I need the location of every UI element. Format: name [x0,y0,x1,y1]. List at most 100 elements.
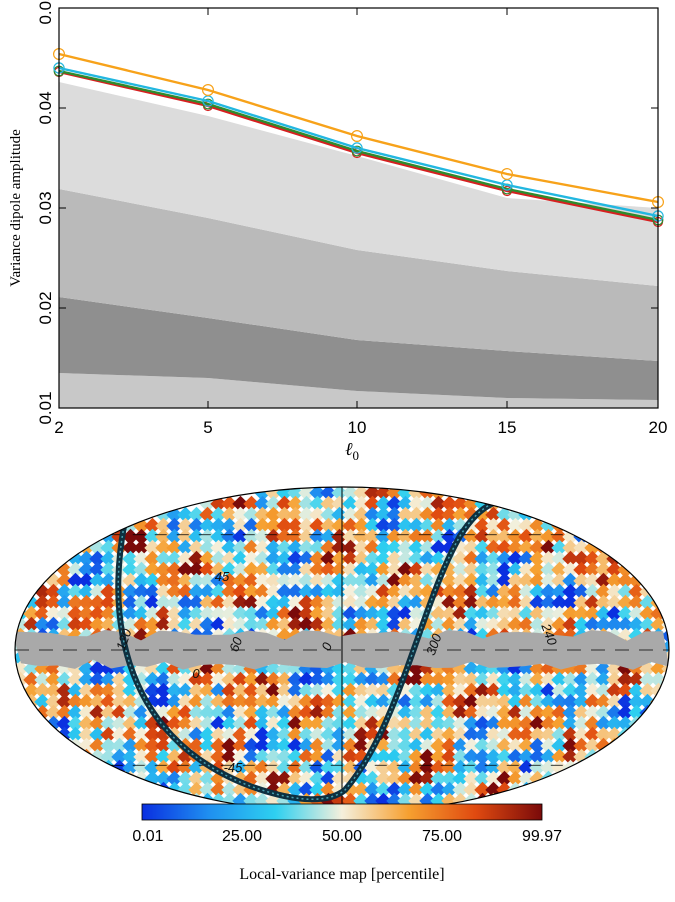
series-lines [52,47,664,228]
map-pixel [573,737,590,755]
colorbar-tick-label: 50.00 [322,828,362,845]
map-pixel [606,682,623,700]
map-pixel [661,594,669,612]
map-pixel [661,627,669,645]
map-pixel [573,704,590,722]
map-pixel [573,682,590,700]
map-pixel [584,616,601,634]
map-pixel [562,759,579,777]
colorbar-ticks: 0.01 25.00 50.00 75.00 99.97 [132,828,562,845]
y-tick-label: 0.02 [36,291,55,324]
map-pixel [606,671,623,689]
map-pixel [551,671,568,689]
map-pixel [551,682,568,700]
map-pixel [595,704,612,722]
map-pixel [540,693,557,711]
map-pixel [122,770,139,788]
map-pixel [540,616,557,634]
map-pixel [529,715,546,733]
series-4-point [501,168,514,181]
map-pixel [562,616,579,634]
map-pixel [23,704,40,722]
percentile-bands [59,82,658,408]
map-pixel [551,748,568,766]
map-pixel [595,726,612,744]
map-pixel [45,726,62,744]
map-pixel [518,704,535,722]
map-pixel [89,759,106,777]
percentile-band-3 [59,189,658,361]
colorbar-tick-label: 25.00 [222,828,262,845]
map-pixels [15,487,669,813]
map-pixel [529,781,546,799]
series-3-point [351,142,363,154]
graticule-label: 60 [226,634,245,653]
graticule-label: 120 [113,626,135,652]
map-pixel [518,715,535,733]
map-pixel [584,671,601,689]
map-pixel [639,605,656,623]
map-pixel [551,770,568,788]
map-pixel [551,715,568,733]
map-pixel [584,682,601,700]
map-pixel [540,671,557,689]
map-pixel [606,748,623,766]
map-pixel [573,759,590,777]
graticule-label: 0 [192,666,200,681]
map-pixel [573,693,590,711]
map-pixel [628,726,645,744]
y-tick-label: 0.04 [36,91,55,124]
map-pixel [595,693,612,711]
map-pixel [584,704,601,722]
map-pixel [617,605,634,623]
map-pixel [100,759,117,777]
graticule-label: -45 [224,760,244,775]
map-pixel [628,605,645,623]
axis-ticks: 2 5 10 15 20 0.01 0.02 0.03 0.04 0.05 [36,0,667,437]
map-pixel [617,726,634,744]
graticule-label: 45 [215,569,230,584]
map-pixel [529,616,546,634]
map-pixel [562,737,579,755]
map-pixel [584,759,601,777]
colorbar-tick-label: 75.00 [422,828,462,845]
map-pixel [639,671,656,689]
x-tick-label: 20 [649,418,668,437]
map-pixel [540,682,557,700]
map-pixel [573,671,590,689]
map-pixel [540,715,557,733]
map-pixel [584,660,601,678]
map-pixel [529,759,546,777]
map-pixel [595,660,612,678]
variance-dipole-chart: 2 5 10 15 20 0.01 0.02 0.03 0.04 0.05 Variance di… [8,0,667,463]
map-pixel [573,605,590,623]
map-pixel [650,715,667,733]
map-pixel [562,770,579,788]
map-pixel [606,704,623,722]
series-line-3 [58,66,659,218]
map-pixel [595,605,612,623]
map-pixel [584,605,601,623]
map-pixel [540,748,557,766]
map-pixel [529,671,546,689]
map-pixel [617,671,634,689]
map-pixel [661,693,669,711]
series-line-4 [58,52,659,204]
map-pixel [562,682,579,700]
colorbar [141,803,543,821]
map-pixel [639,572,656,590]
map-pixel [617,737,634,755]
map-pixel [518,737,535,755]
colorbar-label: Local-variance map [percentile] [239,866,444,883]
map-pixel [595,715,612,733]
map-pixel [529,726,546,744]
map-pixel [584,726,601,744]
map-pixel [617,616,634,634]
map-pixel [551,726,568,744]
map-pixel [518,605,535,623]
map-pixel [540,528,557,546]
chart-canvas: 2 5 10 15 20 0.01 0.02 0.03 0.04 0.05 Variance di… [8,0,667,463]
graticule-label: 300 [423,631,445,657]
map-pixel [584,737,601,755]
